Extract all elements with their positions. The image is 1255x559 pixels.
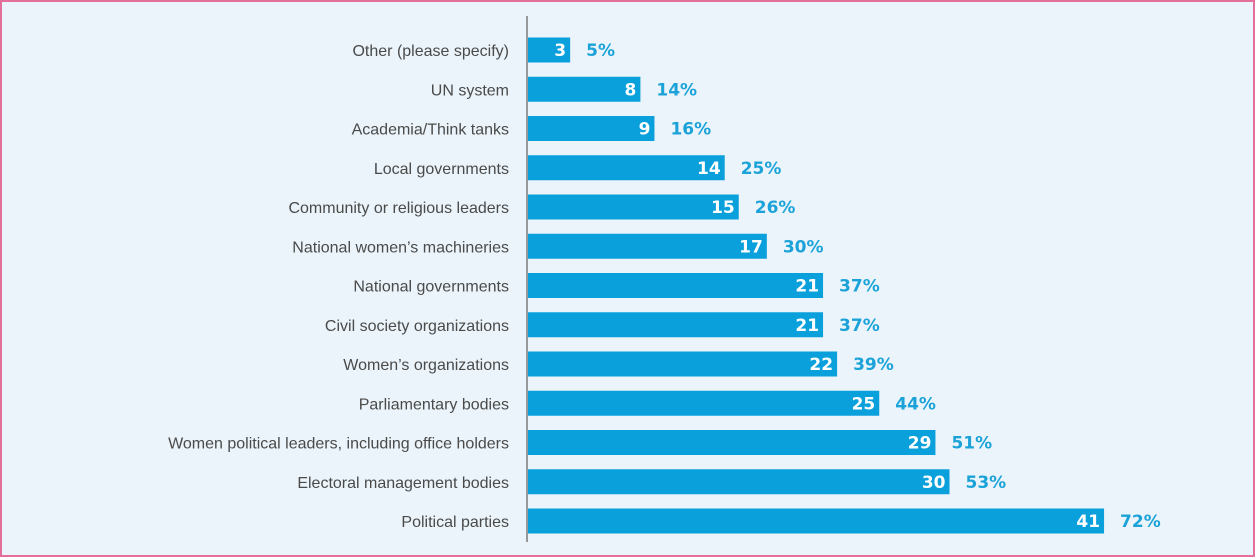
bar-row: Community or religious leaders 15 26% (288, 194, 796, 220)
bar (528, 37, 571, 63)
percent-label: 30% (783, 237, 824, 257)
category-label: Civil society organizations (325, 318, 509, 335)
bar (528, 469, 950, 495)
percent-label: 37% (839, 316, 880, 336)
bar-value-label: 25 (852, 394, 876, 414)
bar (528, 116, 655, 141)
bar-value-label: 3 (554, 41, 566, 61)
bar-value-label: 21 (795, 316, 819, 336)
bar-value-label: 8 (625, 80, 637, 100)
bar-value-label: 21 (795, 277, 819, 297)
bar (528, 312, 824, 338)
bar-value-label: 41 (1076, 512, 1100, 532)
percent-label: 14% (656, 80, 697, 100)
bar (528, 155, 725, 181)
category-label: Parliamentary bodies (359, 396, 509, 413)
bar-row: Other (please specify) 3 5% (352, 37, 615, 63)
bar (528, 390, 880, 416)
percent-label: 26% (755, 198, 796, 218)
category-label: Other (please specify) (352, 43, 509, 60)
bar-value-label: 17 (739, 237, 763, 257)
category-label: Women political leaders, including offic… (168, 436, 509, 453)
category-label: Electoral management bodies (297, 475, 509, 492)
percent-label: 72% (1120, 512, 1161, 532)
bar-value-label: 14 (697, 159, 721, 179)
bar-value-label: 22 (809, 355, 833, 375)
percent-label: 53% (966, 473, 1007, 493)
bar-row: National women’s machineries 17 30% (292, 233, 824, 259)
percent-label: 44% (895, 394, 936, 414)
bar (528, 194, 739, 220)
category-label: UN system (431, 82, 509, 99)
bar-row: National governments 21 37% (353, 273, 880, 298)
bar-row: Electoral management bodies 30 53% (297, 469, 1007, 495)
bar-row: UN system 8 14% (431, 76, 697, 102)
bar-row: Parliamentary bodies 25 44% (359, 390, 936, 416)
bar (528, 233, 767, 259)
bar (528, 430, 936, 455)
bar-row: Women’s organizations 22 39% (343, 351, 894, 377)
bar-row: Political parties 41 72% (401, 508, 1161, 534)
bar-row: Women political leaders, including offic… (168, 430, 992, 455)
bar-row: Civil society organizations 21 37% (325, 312, 880, 338)
category-label: Political parties (401, 514, 509, 531)
bar-row: Academia/Think tanks 9 16% (352, 116, 711, 141)
percent-label: 25% (741, 159, 782, 179)
bar-value-label: 30 (922, 473, 946, 493)
bars-layer: Other (please specify) 3 5% UN system 8 14% Ac… (168, 37, 1161, 534)
category-label: Local governments (374, 161, 509, 178)
category-label: Community or religious leaders (288, 200, 509, 217)
percent-label: 51% (951, 434, 992, 454)
bar (528, 273, 824, 298)
bar (528, 76, 641, 102)
percent-label: 5% (586, 41, 615, 61)
bar (528, 351, 838, 377)
percent-label: 16% (670, 120, 711, 140)
category-label: National women’s machineries (292, 239, 509, 256)
bar-value-label: 15 (711, 198, 735, 218)
bar-row: Local governments 14 25% (374, 155, 782, 181)
category-label: National governments (353, 279, 509, 296)
percent-label: 37% (839, 277, 880, 297)
bar-value-label: 9 (639, 120, 651, 140)
category-label: Academia/Think tanks (352, 122, 509, 139)
category-label: Women’s organizations (343, 357, 509, 374)
bar (528, 508, 1105, 534)
percent-label: 39% (853, 355, 894, 375)
bar-value-label: 29 (908, 434, 932, 454)
